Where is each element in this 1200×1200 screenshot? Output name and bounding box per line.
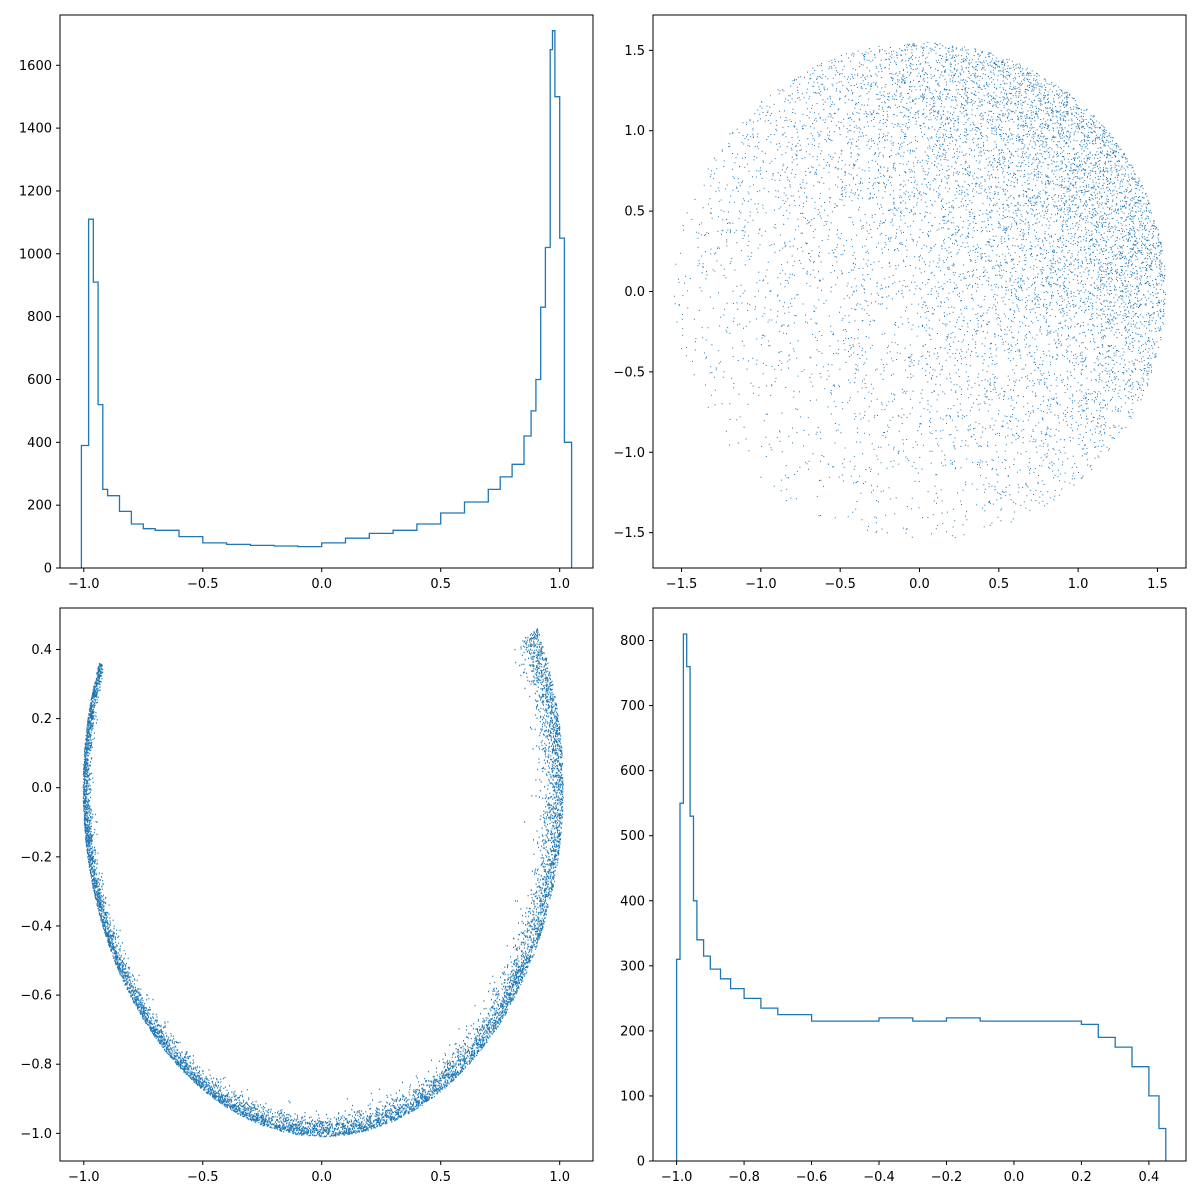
y-tick-label: 1600 bbox=[19, 59, 52, 74]
x-tick-label: 0.5 bbox=[988, 577, 1009, 592]
y-tick-label: 0.5 bbox=[624, 205, 645, 220]
x-tick-label: −0.2 bbox=[931, 1170, 963, 1185]
histogram-step-line bbox=[80, 30, 573, 568]
x-tick-label: −1.0 bbox=[745, 577, 777, 592]
y-tick-label: 200 bbox=[620, 1024, 645, 1039]
x-tick-label: −0.5 bbox=[824, 577, 856, 592]
y-tick-label: 200 bbox=[27, 499, 52, 514]
x-tick-label: 0.0 bbox=[311, 1170, 332, 1185]
y-tick-label: 500 bbox=[620, 829, 645, 844]
scatter-points bbox=[673, 42, 1166, 539]
panel-bottom-left: −1.0 −0.5 0.0 0.5 1.0 −1.0 −0.8 −0.6 −0.4 −0.2 0.0… bbox=[20, 607, 594, 1185]
x-tick-label: −0.5 bbox=[187, 577, 219, 592]
y-tick-label: −0.5 bbox=[613, 365, 645, 380]
y-tick-label: −0.6 bbox=[20, 989, 52, 1004]
x-tick-label: 0.0 bbox=[909, 577, 930, 592]
x-tick-label: 0.2 bbox=[1071, 1170, 1092, 1185]
panels: −1.0 −0.5 0.0 0.5 1.002004006008001000120014… bbox=[19, 14, 1187, 1185]
y-tick-label: 600 bbox=[27, 373, 52, 388]
x-tick-label: 1.5 bbox=[1147, 577, 1168, 592]
plot-area-bottom-left bbox=[82, 628, 564, 1138]
y-tick-label: −1.5 bbox=[613, 526, 645, 541]
panel-bottom-right: −1.0 −0.8 −0.6 −0.4 −0.2 0.0 0.2 0.4 0 100 200 300 4… bbox=[620, 607, 1187, 1185]
x-tick-label: −0.8 bbox=[728, 1170, 760, 1185]
y-tick-label: 1000 bbox=[19, 247, 52, 262]
y-tick-label: 800 bbox=[620, 634, 645, 649]
x-tick-label: 0.0 bbox=[1004, 1170, 1025, 1185]
x-tick-label: −1.0 bbox=[68, 1170, 100, 1185]
y-tick-label: −0.2 bbox=[20, 850, 52, 865]
y-tick-label: −1.0 bbox=[20, 1127, 52, 1142]
y-tick-label: 0.0 bbox=[31, 781, 52, 796]
x-tick-label: 1.0 bbox=[549, 1170, 570, 1185]
x-tick-label: 0.5 bbox=[430, 577, 451, 592]
plot-area-top-left bbox=[80, 30, 573, 568]
x-tick-label: −0.5 bbox=[187, 1170, 219, 1185]
y-tick-label: 800 bbox=[27, 310, 52, 325]
y-tick-label: 1400 bbox=[19, 122, 52, 137]
axes-frame bbox=[59, 14, 594, 569]
x-tick-label: −0.6 bbox=[796, 1170, 828, 1185]
y-tick-label: 1200 bbox=[19, 184, 52, 199]
x-tick-label: 0.5 bbox=[430, 1170, 451, 1185]
panel-top-left: −1.0 −0.5 0.0 0.5 1.0 0 200 400 600 800 1000 1200 14… bbox=[19, 14, 594, 592]
x-tick-label: 1.0 bbox=[1068, 577, 1089, 592]
x-tick-label: −0.4 bbox=[863, 1170, 895, 1185]
x-tick-label: −1.0 bbox=[68, 577, 100, 592]
y-tick-label: 1.0 bbox=[624, 124, 645, 139]
x-tick-label: −1.0 bbox=[661, 1170, 693, 1185]
x-tick-label: 1.0 bbox=[549, 577, 570, 592]
y-tick-label: 0.2 bbox=[31, 712, 52, 727]
panel-top-right: −1.5 −1.0 −0.5 0.0 0.5 1.0 1.5 −1.5 −1.0 −0.5 0.0 0… bbox=[613, 14, 1187, 592]
y-tick-label: 0 bbox=[637, 1155, 645, 1170]
y-tick-label: −0.4 bbox=[20, 919, 52, 934]
plot-area-top-right bbox=[673, 42, 1166, 539]
y-tick-label: 700 bbox=[620, 699, 645, 714]
axes-frame bbox=[652, 607, 1187, 1162]
y-tick-label: 300 bbox=[620, 959, 645, 974]
y-tick-label: 100 bbox=[620, 1089, 645, 1104]
y-tick-label: 1.5 bbox=[624, 44, 645, 59]
x-tick-label: 0.0 bbox=[311, 577, 332, 592]
y-tick-label: 400 bbox=[620, 894, 645, 909]
y-tick-label: 0.0 bbox=[624, 285, 645, 300]
scatter-points bbox=[82, 628, 564, 1138]
y-tick-label: 400 bbox=[27, 436, 52, 451]
y-tick-label: 600 bbox=[620, 764, 645, 779]
y-tick-label: −1.0 bbox=[613, 446, 645, 461]
axes-frame bbox=[59, 607, 594, 1162]
y-tick-label: 0.4 bbox=[31, 643, 52, 658]
histogram-step-line bbox=[675, 633, 1167, 1161]
x-tick-label: −1.5 bbox=[666, 577, 698, 592]
y-tick-label: −0.8 bbox=[20, 1058, 52, 1073]
x-tick-label: 0.4 bbox=[1139, 1170, 1160, 1185]
y-tick-label: 0 bbox=[44, 562, 52, 577]
plot-area-bottom-right bbox=[675, 633, 1167, 1161]
